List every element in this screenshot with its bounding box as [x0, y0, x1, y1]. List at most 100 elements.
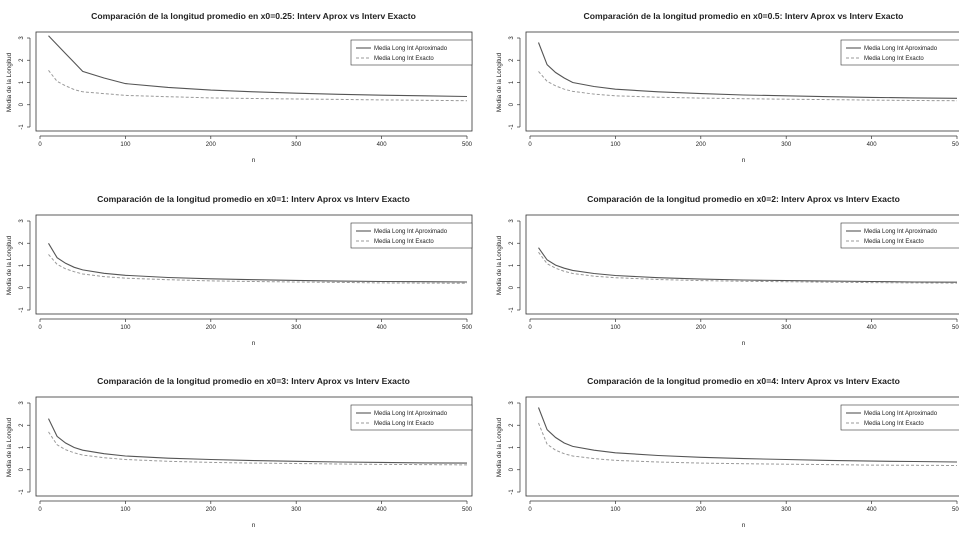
chart-title: Comparación de la longitud promedio en x…: [97, 194, 410, 204]
series-line-aproximado: [48, 243, 468, 283]
x-tick-label: 400: [867, 325, 878, 331]
plot-frame: [35, 214, 473, 315]
y-tick-label: 2: [509, 58, 515, 62]
series-line-exacto: [48, 431, 468, 466]
y-tick-label: -1: [509, 124, 515, 130]
x-axis-label: n: [252, 340, 256, 347]
legend: Media Long Int Aproximado Media Long Int …: [350, 222, 473, 249]
x-tick-label: 500: [952, 325, 959, 331]
y-axis-label: Media de la Longitud: [496, 52, 503, 112]
chart-panel: Comparación de la longitud promedio en x…: [496, 376, 959, 529]
series-line-exacto: [538, 251, 958, 284]
chart-panel: Comparación de la longitud promedio en x…: [6, 11, 473, 164]
legend-box: [350, 404, 473, 431]
x-tick-label: 300: [291, 507, 302, 513]
legend-label: Media Long Int Exacto: [864, 56, 924, 62]
x-tick-label: 400: [377, 142, 388, 148]
x-tick-label: 200: [696, 325, 707, 331]
chart-title: Comparación de la longitud promedio en x…: [91, 11, 416, 21]
chart-panel: Comparación de la longitud promedio en x…: [496, 194, 959, 347]
y-tick-label: 2: [19, 58, 25, 62]
y-tick-label: 2: [509, 423, 515, 427]
plot-frame: [525, 396, 959, 497]
legend: Media Long Int Aproximado Media Long Int …: [350, 404, 473, 431]
y-tick-label: 2: [19, 423, 25, 427]
series-line-aproximado: [537, 407, 958, 463]
y-axis-label: Media de la Longitud: [496, 235, 503, 295]
x-axis-label: n: [742, 340, 746, 347]
y-tick-label: 0: [509, 102, 515, 106]
y-tick-label: -1: [19, 124, 25, 130]
x-tick-label: 0: [38, 325, 42, 331]
series-line-aproximado: [538, 247, 958, 283]
chart-title: Comparación de la longitud promedio en x…: [587, 376, 900, 386]
y-tick-label: 1: [19, 263, 25, 267]
chart-title: Comparación de la longitud promedio en x…: [97, 376, 410, 386]
legend-label: Media Long Int Aproximado: [864, 46, 938, 52]
legend-label: Media Long Int Exacto: [374, 421, 434, 427]
y-axis-label: Media de la Longitud: [6, 235, 13, 295]
y-tick-label: -1: [19, 307, 25, 313]
y-tick-label: -1: [509, 307, 515, 313]
y-tick-label: 2: [509, 241, 515, 245]
x-tick-label: 100: [610, 507, 621, 513]
y-axis-label: Media de la Longitud: [6, 52, 13, 112]
x-tick-label: 400: [377, 507, 388, 513]
x-tick-label: 300: [781, 142, 792, 148]
y-tick-label: 3: [19, 219, 25, 223]
y-tick-label: 1: [19, 445, 25, 449]
x-tick-label: 100: [120, 507, 131, 513]
plot-frame: [35, 396, 473, 497]
legend-label: Media Long Int Exacto: [864, 239, 924, 245]
x-tick-label: 500: [462, 507, 473, 513]
y-tick-label: 3: [509, 219, 515, 223]
legend-box: [840, 39, 959, 66]
legend-box: [840, 222, 959, 249]
legend-box: [350, 222, 473, 249]
y-axis-label: Media de la Longitud: [6, 417, 13, 477]
x-tick-label: 0: [528, 507, 532, 513]
legend: Media Long Int Aproximado Media Long Int …: [350, 39, 473, 66]
x-tick-label: 0: [38, 507, 42, 513]
y-tick-label: 0: [19, 102, 25, 106]
x-tick-label: 400: [867, 142, 878, 148]
y-tick-label: 0: [19, 285, 25, 289]
legend-label: Media Long Int Aproximado: [864, 229, 938, 235]
x-tick-label: 300: [291, 142, 302, 148]
y-tick-label: -1: [509, 489, 515, 495]
x-tick-label: 200: [206, 325, 217, 331]
legend-label: Media Long Int Aproximado: [864, 411, 938, 417]
chart-panel: Comparación de la longitud promedio en x…: [496, 11, 959, 164]
legend: Media Long Int Aproximado Media Long Int …: [840, 39, 959, 66]
legend: Media Long Int Aproximado Media Long Int …: [840, 404, 959, 431]
series-line-aproximado: [48, 418, 468, 464]
x-tick-label: 100: [120, 142, 131, 148]
x-tick-label: 400: [867, 507, 878, 513]
x-tick-label: 500: [952, 142, 959, 148]
x-tick-label: 100: [120, 325, 131, 331]
x-tick-label: 200: [206, 507, 217, 513]
x-axis-label: n: [742, 157, 746, 164]
y-tick-label: 1: [19, 80, 25, 84]
y-tick-label: 3: [509, 401, 515, 405]
chart-panel: Comparación de la longitud promedio en x…: [6, 194, 473, 347]
y-tick-label: 1: [509, 445, 515, 449]
x-tick-label: 100: [610, 142, 621, 148]
y-tick-label: 2: [19, 241, 25, 245]
y-tick-label: 1: [509, 263, 515, 267]
x-axis-label: n: [252, 522, 256, 529]
x-tick-label: 300: [781, 325, 792, 331]
y-tick-label: 0: [19, 467, 25, 471]
legend: Media Long Int Aproximado Media Long Int …: [840, 222, 959, 249]
chart-title: Comparación de la longitud promedio en x…: [587, 194, 900, 204]
legend-label: Media Long Int Aproximado: [374, 411, 448, 417]
y-tick-label: 3: [19, 36, 25, 40]
y-tick-label: -1: [19, 489, 25, 495]
x-tick-label: 500: [462, 325, 473, 331]
y-axis-label: Media de la Longitud: [496, 417, 503, 477]
x-tick-label: 0: [528, 325, 532, 331]
x-tick-label: 300: [291, 325, 302, 331]
y-tick-label: 0: [509, 467, 515, 471]
